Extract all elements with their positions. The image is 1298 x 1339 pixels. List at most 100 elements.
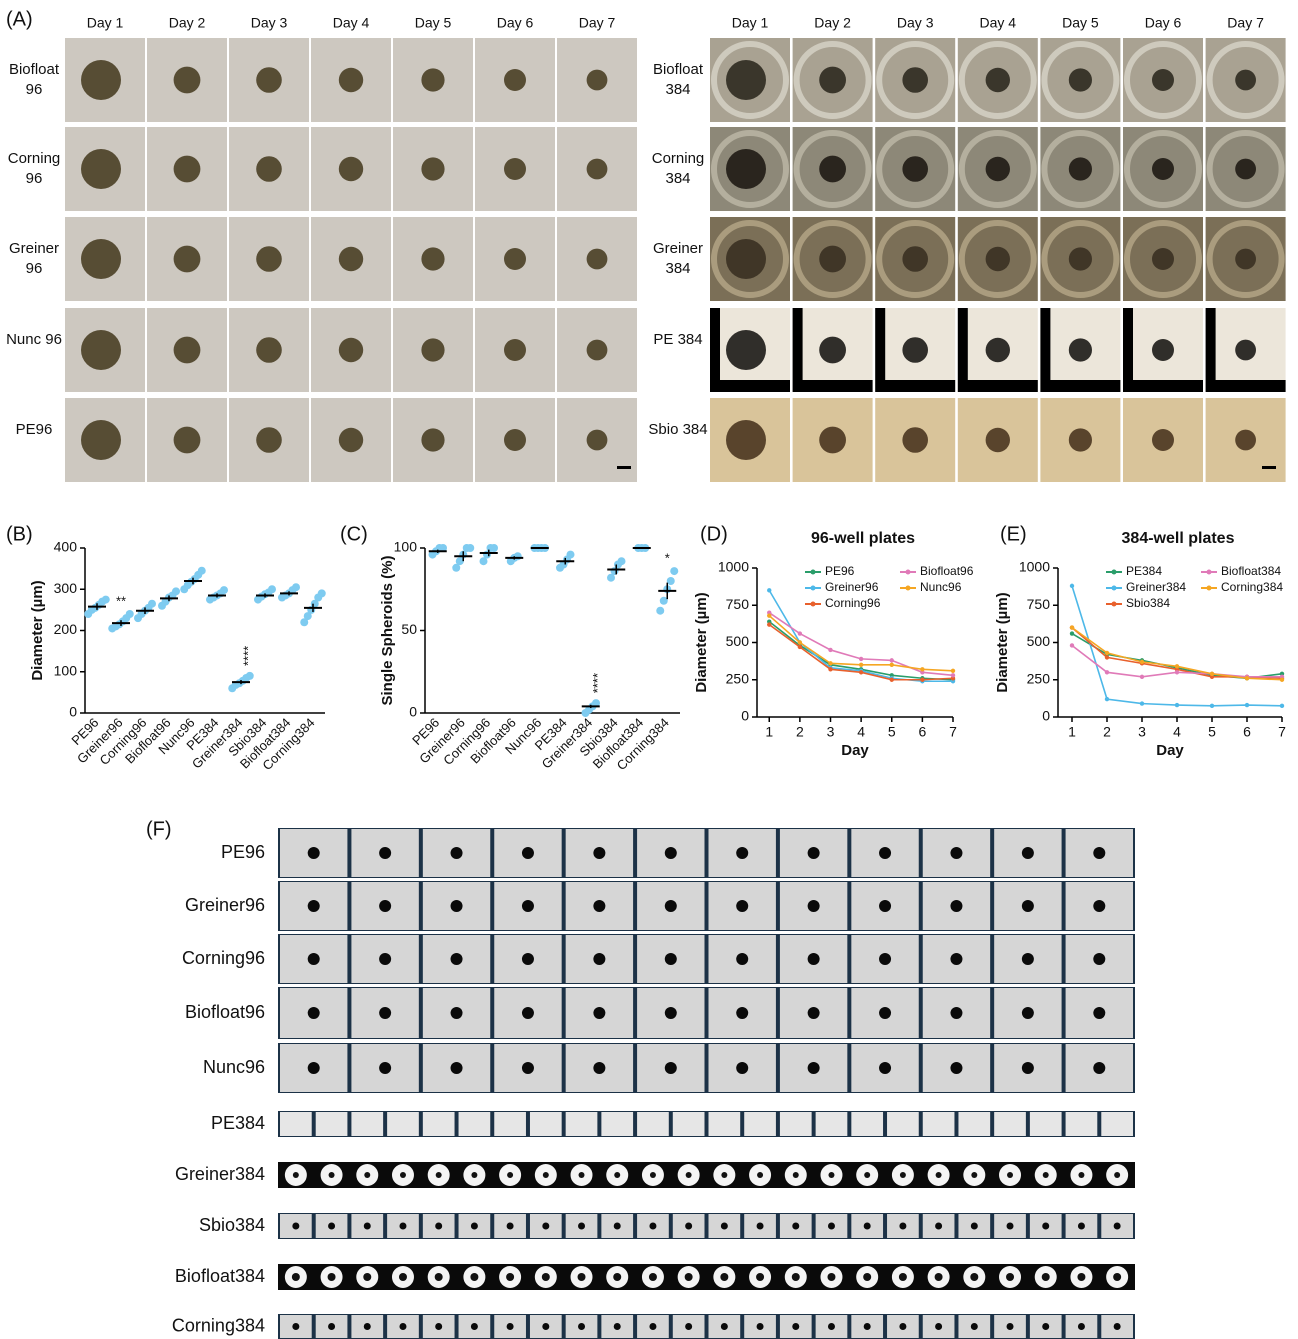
- micrograph: [851, 829, 918, 877]
- micrograph: [392, 1266, 414, 1288]
- spheroid: [1235, 340, 1256, 361]
- micrograph: [475, 38, 555, 122]
- spheroid: [81, 330, 121, 370]
- micrograph: [1040, 217, 1120, 301]
- spheroid: [614, 1223, 621, 1230]
- panel-label: (D): [700, 523, 728, 545]
- micrograph: [316, 1112, 348, 1136]
- micrograph: [637, 1214, 669, 1238]
- micrograph: [637, 935, 704, 983]
- micrograph: [994, 1044, 1061, 1092]
- y-tick-label: 500: [1027, 633, 1051, 649]
- series-point: [1105, 651, 1109, 655]
- significance: **: [116, 593, 126, 608]
- spheroid: [721, 1223, 728, 1230]
- micrograph: [780, 935, 847, 983]
- micrograph: [710, 217, 790, 301]
- micrograph: [280, 829, 347, 877]
- series-point: [1070, 584, 1074, 588]
- spheroid: [504, 429, 526, 451]
- spheroid: [935, 1273, 943, 1281]
- series-point: [1175, 670, 1179, 674]
- chart-title: 96-well plates: [811, 530, 915, 547]
- spheroid: [578, 1273, 586, 1281]
- spheroid: [935, 1323, 942, 1330]
- spheroid: [1235, 249, 1256, 270]
- micrograph: [749, 1164, 771, 1186]
- spheroid: [421, 157, 444, 180]
- spheroid: [1007, 1323, 1014, 1330]
- spheroid: [471, 1323, 478, 1330]
- data-point: [618, 557, 626, 565]
- micrograph: [494, 1315, 526, 1338]
- micrograph: [566, 829, 633, 877]
- x-tick-label: 5: [888, 724, 896, 740]
- spheroid: [593, 900, 605, 912]
- micrograph: [229, 127, 309, 211]
- micrograph: [816, 1315, 848, 1338]
- x-tick-label: 1: [1068, 724, 1076, 740]
- micrograph: [423, 1315, 455, 1338]
- spheroid: [936, 1172, 942, 1178]
- day-label: Day 6: [497, 15, 534, 31]
- y-tick-label: 1000: [718, 559, 749, 575]
- micrograph: [351, 935, 418, 983]
- micrograph: [709, 935, 776, 983]
- spheroid: [451, 900, 463, 912]
- micrograph: [780, 1214, 812, 1238]
- spheroid: [451, 953, 463, 965]
- spheroid: [685, 1223, 692, 1230]
- data-point: [292, 583, 300, 591]
- data-point: [198, 567, 206, 575]
- micrograph: [642, 1164, 664, 1186]
- micrograph: [958, 127, 1038, 211]
- spheroid: [339, 428, 363, 452]
- x-axis-label: Day: [1156, 742, 1184, 759]
- micrograph: [958, 1214, 990, 1238]
- spheroid: [726, 149, 766, 189]
- spheroid: [686, 1172, 692, 1178]
- spheroid: [421, 247, 444, 270]
- series-point: [1210, 704, 1214, 708]
- micrograph: [459, 1214, 491, 1238]
- spheroid: [950, 847, 962, 859]
- row-label: Greiner384: [175, 1164, 265, 1184]
- figure: (A)Day 1Day 2Day 3Day 4Day 5Day 6Day 7Da…: [0, 0, 1298, 1339]
- series-point: [1105, 697, 1109, 701]
- spheroid: [328, 1223, 335, 1230]
- image-tile: [423, 1112, 455, 1136]
- spheroid: [379, 1007, 391, 1019]
- micrograph: [423, 882, 490, 930]
- y-tick-label: 50: [401, 621, 417, 637]
- spheroid: [902, 156, 928, 182]
- x-tick-label: 7: [949, 724, 957, 740]
- spheroid: [986, 157, 1010, 181]
- micrograph: [311, 398, 391, 482]
- y-axis-label: Diameter (µm): [29, 580, 46, 680]
- spheroid: [757, 1172, 763, 1178]
- micrograph: [65, 217, 145, 301]
- micrograph: [780, 882, 847, 930]
- spheroid: [435, 1323, 442, 1330]
- series-point: [890, 663, 894, 667]
- row-label: Biofloat 384: [648, 60, 708, 100]
- spheroid: [1042, 1223, 1049, 1230]
- micrograph: [1066, 935, 1133, 983]
- micrograph: [816, 1214, 848, 1238]
- spheroid: [1152, 429, 1174, 451]
- micrograph: [1040, 127, 1120, 211]
- panel-label: (F): [146, 818, 172, 840]
- micrograph: [1101, 1214, 1133, 1238]
- micrograph: [994, 935, 1061, 983]
- spheroid: [174, 156, 201, 183]
- micrograph: [780, 988, 847, 1038]
- micrograph: [887, 1112, 919, 1136]
- spheroid: [863, 1273, 871, 1281]
- micrograph: [475, 308, 555, 392]
- spheroid: [792, 1273, 800, 1281]
- spheroid: [593, 1062, 605, 1074]
- spheroid: [593, 953, 605, 965]
- spheroid: [685, 1273, 693, 1281]
- spheroid: [436, 1172, 442, 1178]
- micrograph: [958, 1112, 990, 1136]
